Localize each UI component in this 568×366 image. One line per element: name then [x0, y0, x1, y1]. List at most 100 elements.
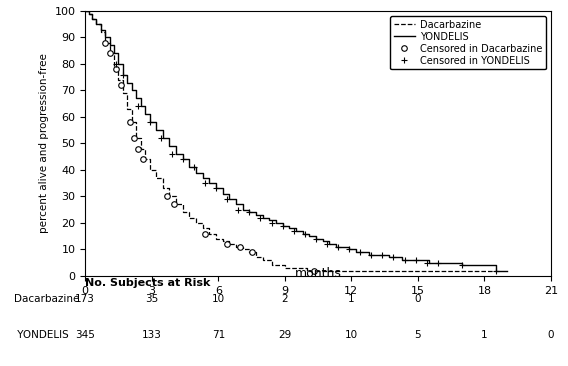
YONDELIS — [179, 157, 186, 161]
Dacarbazine — [268, 263, 275, 268]
Censored in YONDELIS — [423, 261, 430, 265]
Dacarbazine — [137, 146, 144, 151]
Line: Censored in Dacarbazine: Censored in Dacarbazine — [102, 40, 316, 273]
Dacarbazine — [89, 17, 95, 21]
Censored in YONDELIS — [224, 197, 231, 201]
Line: Dacarbazine: Dacarbazine — [85, 11, 495, 270]
Text: months: months — [295, 267, 341, 280]
Dacarbazine — [281, 266, 288, 270]
Dacarbazine — [133, 136, 140, 140]
Dacarbazine — [115, 78, 122, 82]
Line: Censored in YONDELIS: Censored in YONDELIS — [113, 61, 499, 274]
Censored in Dacarbazine — [248, 250, 255, 254]
Censored in Dacarbazine — [117, 83, 124, 87]
Censored in YONDELIS — [346, 247, 353, 251]
Dacarbazine — [160, 186, 166, 191]
Dacarbazine — [199, 226, 206, 231]
Dacarbazine — [119, 91, 126, 95]
Censored in YONDELIS — [379, 253, 386, 257]
Censored in YONDELIS — [179, 157, 186, 161]
Dacarbazine — [206, 231, 213, 236]
Censored in Dacarbazine — [140, 157, 147, 161]
YONDELIS — [503, 268, 510, 273]
Text: 2: 2 — [282, 294, 288, 304]
Censored in YONDELIS — [268, 221, 275, 225]
Censored in YONDELIS — [401, 258, 408, 262]
Censored in Dacarbazine — [202, 231, 208, 236]
Dacarbazine — [239, 247, 246, 251]
Dacarbazine — [179, 210, 186, 214]
Dacarbazine — [141, 157, 148, 161]
Text: Dacarbazine: Dacarbazine — [14, 294, 80, 304]
Dacarbazine — [97, 30, 104, 34]
Text: 1: 1 — [481, 330, 488, 340]
Censored in Dacarbazine — [237, 244, 244, 249]
Censored in YONDELIS — [435, 261, 441, 265]
YONDELIS — [233, 202, 240, 206]
Y-axis label: percent alive and progression-free: percent alive and progression-free — [39, 53, 49, 234]
Dacarbazine — [146, 168, 153, 172]
Censored in YONDELIS — [202, 181, 208, 185]
Censored in Dacarbazine — [102, 41, 108, 45]
Censored in YONDELIS — [412, 258, 419, 262]
Dacarbazine — [128, 120, 135, 124]
Censored in Dacarbazine — [310, 268, 317, 273]
Text: 29: 29 — [278, 330, 291, 340]
Censored in YONDELIS — [246, 210, 253, 214]
Censored in YONDELIS — [235, 208, 241, 212]
Censored in YONDELIS — [135, 104, 142, 109]
Censored in YONDELIS — [113, 62, 120, 66]
Dacarbazine — [111, 64, 118, 69]
Censored in YONDELIS — [157, 136, 164, 140]
Dacarbazine — [253, 255, 260, 259]
Dacarbazine — [492, 268, 499, 273]
Censored in YONDELIS — [190, 165, 197, 169]
Dacarbazine — [193, 221, 199, 225]
Dacarbazine — [226, 242, 233, 246]
Censored in YONDELIS — [212, 186, 219, 191]
YONDELIS — [492, 268, 499, 273]
Dacarbazine — [212, 236, 219, 241]
Censored in YONDELIS — [257, 216, 264, 220]
Censored in YONDELIS — [492, 268, 499, 273]
Censored in Dacarbazine — [106, 51, 113, 56]
Dacarbazine — [293, 266, 299, 270]
Censored in Dacarbazine — [131, 136, 137, 140]
Censored in YONDELIS — [368, 253, 375, 257]
YONDELIS — [386, 255, 392, 259]
Censored in YONDELIS — [168, 152, 175, 156]
Censored in YONDELIS — [357, 250, 364, 254]
Censored in YONDELIS — [302, 231, 308, 236]
Censored in YONDELIS — [279, 223, 286, 228]
Dacarbazine — [106, 51, 113, 56]
Dacarbazine — [85, 11, 92, 16]
Text: No. Subjects at Risk: No. Subjects at Risk — [85, 278, 211, 288]
Censored in YONDELIS — [312, 236, 319, 241]
Dacarbazine — [82, 9, 89, 13]
Dacarbazine — [166, 194, 173, 199]
Dacarbazine — [124, 107, 131, 111]
Text: 0: 0 — [548, 330, 554, 340]
Text: YONDELIS: YONDELIS — [14, 330, 69, 340]
Text: 133: 133 — [142, 330, 162, 340]
Text: 345: 345 — [76, 330, 95, 340]
Censored in YONDELIS — [459, 263, 466, 268]
Censored in Dacarbazine — [126, 120, 133, 124]
YONDELIS — [153, 128, 160, 132]
Dacarbazine — [259, 258, 266, 262]
Line: YONDELIS: YONDELIS — [85, 11, 507, 270]
Legend: Dacarbazine, YONDELIS, Censored in Dacarbazine, Censored in YONDELIS: Dacarbazine, YONDELIS, Censored in Dacar… — [390, 16, 546, 70]
Censored in Dacarbazine — [135, 146, 142, 151]
Text: 10: 10 — [345, 330, 358, 340]
YONDELIS — [102, 35, 108, 40]
Text: 10: 10 — [212, 294, 225, 304]
Text: 35: 35 — [145, 294, 158, 304]
Censored in YONDELIS — [335, 244, 341, 249]
Dacarbazine — [315, 268, 321, 273]
Censored in YONDELIS — [119, 72, 126, 77]
Dacarbazine — [173, 202, 179, 206]
Censored in Dacarbazine — [113, 67, 120, 71]
Dacarbazine — [186, 216, 193, 220]
Text: 5: 5 — [415, 330, 421, 340]
Censored in YONDELIS — [324, 242, 331, 246]
